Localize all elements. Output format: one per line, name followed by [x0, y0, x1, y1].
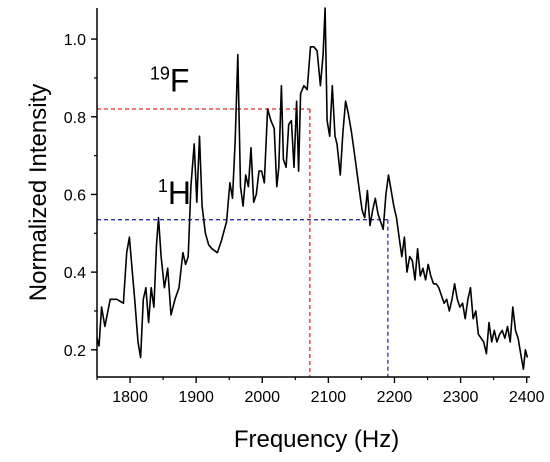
y-tick-label: 0.4: [64, 265, 86, 282]
x-tick-label: 2100: [311, 389, 347, 406]
x-tick-label: 2200: [377, 389, 413, 406]
nucleus-label-H: 1H: [158, 175, 191, 211]
y-tick-label: 0.6: [64, 187, 86, 204]
y-tick-label: 0.2: [64, 343, 86, 360]
x-tick-label: 1900: [178, 389, 214, 406]
y-axis-title: Normalized Intensity: [25, 84, 52, 301]
x-axis-title: Frequency (Hz): [234, 426, 399, 453]
nucleus-label-symbol: H: [168, 175, 191, 211]
x-tick-label: 2300: [443, 389, 479, 406]
intensity-series-line: [96, 7, 529, 370]
nucleus-label-symbol: F: [170, 63, 190, 99]
nucleus-label-superscript: 1: [158, 176, 168, 196]
x-tick-label: 1800: [112, 389, 148, 406]
y-tick-label: 0.8: [64, 110, 86, 127]
annotation-labels-layer: 19F 1H: [150, 63, 191, 212]
x-tick-label: 2400: [509, 389, 545, 406]
ticks-layer: 1800 1900 2000 2100 2200 2300 2400 0.2 0.4 0.6 0.8…: [64, 32, 545, 406]
y-tick-label: 1.0: [64, 32, 86, 49]
nucleus-label-F: 19F: [150, 63, 190, 99]
x-tick-label: 2000: [244, 389, 280, 406]
nucleus-label-superscript: 19: [150, 64, 170, 84]
reference-lines-layer: [97, 108, 389, 377]
axes-layer: [96, 8, 530, 378]
